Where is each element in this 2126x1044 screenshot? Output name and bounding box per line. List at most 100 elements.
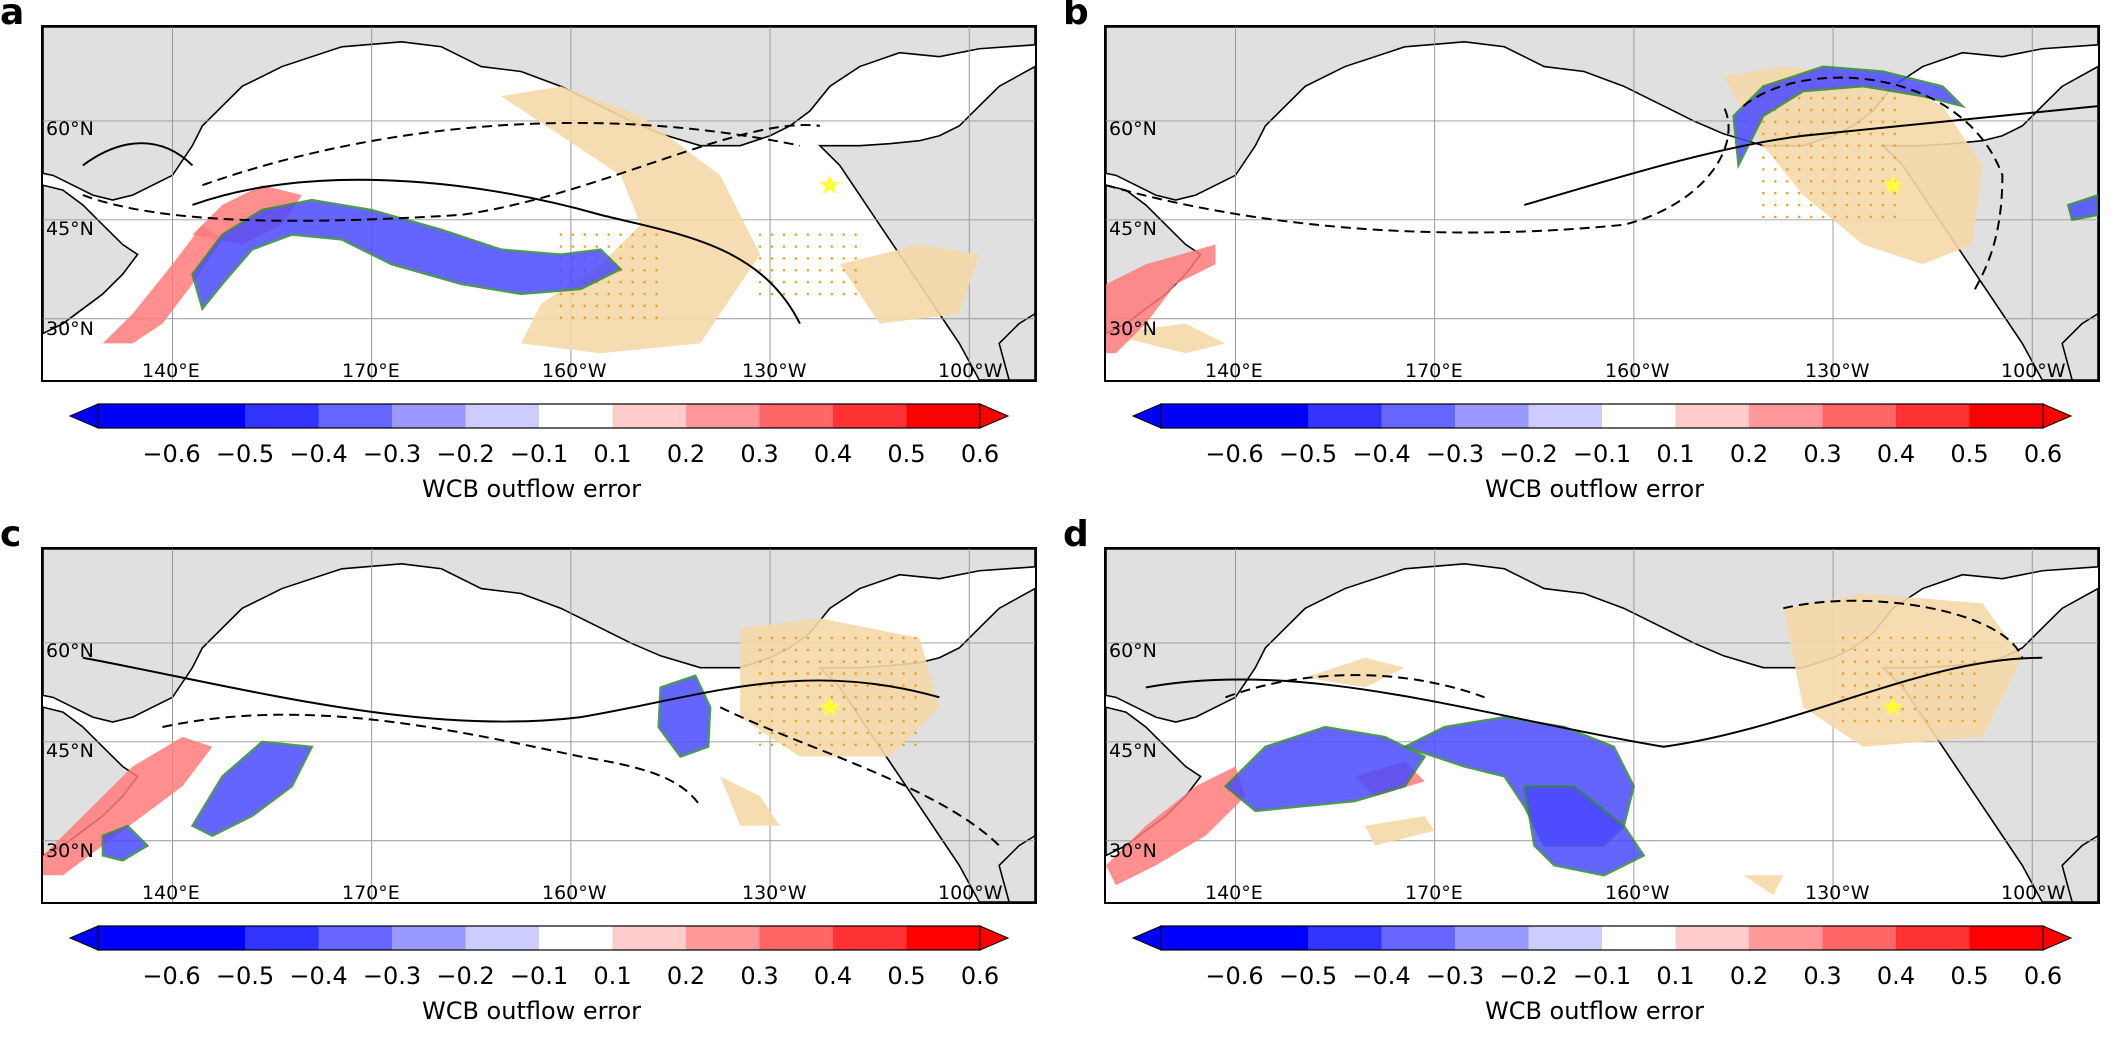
stipple-dot [914, 684, 917, 687]
colorbar-segment [1749, 926, 1823, 950]
stipple-dot [794, 719, 798, 723]
stipple-dot [643, 292, 646, 296]
stipple-dot [1809, 168, 1813, 171]
stipple-dot [782, 743, 786, 747]
stipple-dot [1809, 108, 1813, 112]
stipple-dot [1853, 719, 1857, 723]
stipple-dot [1797, 203, 1801, 207]
negative-error-region [657, 674, 712, 758]
stipple-dot [1841, 719, 1845, 723]
stipple-dot [1973, 648, 1976, 652]
land-mass [2061, 834, 2098, 902]
stipple-dot [770, 684, 774, 687]
stipple-dot [914, 743, 917, 747]
stipple-dot [1762, 191, 1765, 195]
stipple-dot [1881, 120, 1885, 124]
colorbar-segment [1602, 926, 1676, 950]
stipple-dot [902, 684, 905, 687]
colorbar-segment [612, 926, 686, 950]
stipple-dot [1857, 132, 1861, 136]
stipple-dot [818, 743, 822, 747]
map-frame [41, 25, 1037, 382]
stipple-dot [818, 660, 822, 664]
land-mass [998, 312, 1035, 380]
stipple-dot [866, 743, 869, 747]
map-frame [1104, 547, 2100, 904]
colorbar-tick-label: −0.1 [509, 440, 569, 468]
stipple-dot [1762, 120, 1765, 124]
panel-a: a −0.6 −0.5 −0.4 −0.3 −0.2 −0.1 0.1 0.2 0.3 0.4 0.… [0, 0, 1063, 522]
colorbar-tick-label: 0.2 [666, 440, 706, 468]
colorbar-tick-label: −0.3 [362, 440, 422, 468]
stipple-dot [1853, 660, 1857, 664]
colorbar-extend-max [979, 925, 1010, 951]
colorbar-extend-min [68, 403, 99, 429]
stipple-dot [1869, 191, 1873, 195]
stipple-dot [842, 696, 846, 699]
stipple-dot [1973, 707, 1976, 711]
stipple-dot [1785, 156, 1789, 159]
colorbar-tick-label: 0.4 [813, 962, 853, 990]
colorbar-segment [318, 404, 392, 428]
colorbar-extend-min [1131, 925, 1162, 951]
contour-line [1106, 105, 1730, 234]
map-canvas [43, 549, 1035, 902]
colorbar-tick-label: 0.5 [887, 440, 926, 468]
stipple-dot [758, 233, 762, 236]
map-canvas [43, 27, 1035, 380]
stipple-dot [1973, 636, 1976, 640]
stipple-dot [1833, 168, 1837, 171]
stipple-dot [1949, 648, 1952, 652]
lon-label: 170°E [1405, 882, 1463, 904]
stipple-dot [794, 245, 798, 248]
lon-label: 100°W [2001, 882, 2066, 904]
lat-label: 60°N [46, 118, 94, 140]
stipple-dot [1809, 215, 1813, 219]
stipple-dot [1881, 144, 1885, 147]
stipple-dot [1821, 191, 1825, 195]
stipple-dot [806, 233, 810, 236]
stipple-dot [854, 292, 858, 296]
stipple-dot [782, 636, 786, 640]
stipple-dot [842, 731, 846, 735]
stipple-dot [1797, 108, 1801, 112]
stipple-dot [1785, 132, 1789, 136]
stipple-dot [818, 268, 822, 272]
stipple-dot [758, 672, 762, 675]
stipple-dot [782, 684, 786, 687]
stipple-dot [643, 233, 646, 236]
stipple-dot [758, 292, 762, 296]
stipple-dot [830, 292, 834, 296]
stipple-dot [854, 731, 858, 735]
colorbar-segment [759, 404, 833, 428]
stipple-dot [1797, 179, 1801, 183]
colorbar-tick-label: −0.2 [436, 962, 495, 990]
stipple-dot [1913, 636, 1917, 640]
stipple-dot [1913, 696, 1917, 699]
stipple-dot [758, 280, 762, 284]
colorbar-tick-label: −0.5 [1278, 440, 1338, 468]
stipple-dot [770, 672, 774, 675]
colorbar-tick-label: −0.3 [1425, 440, 1485, 468]
stipple-dot [583, 245, 587, 248]
stipple-dot [758, 743, 762, 747]
stipple-dot [1865, 636, 1869, 640]
colorbar-tick-label: 0.5 [1950, 440, 1989, 468]
colorbar-tick-label: −0.6 [1205, 962, 1264, 990]
colorbar-segment [906, 926, 980, 950]
stipple-dot [655, 292, 658, 296]
colorbar-segment [1602, 404, 1676, 428]
stipple-dot [902, 648, 905, 652]
stipple-dot [1893, 144, 1897, 147]
colorbar-segment [1308, 404, 1382, 428]
stipple-dot [559, 316, 563, 319]
stipple-dot [782, 672, 786, 675]
colorbar [68, 403, 1010, 429]
stipple-dot [758, 660, 762, 664]
stipple-dot [1841, 707, 1845, 711]
colorbar-tick-label: −0.2 [436, 440, 495, 468]
colorbar-tick-label: 0.5 [1950, 962, 1989, 990]
stipple-dot [818, 707, 822, 711]
stipple-dot [1785, 179, 1789, 183]
stipple-dot [1762, 203, 1765, 207]
